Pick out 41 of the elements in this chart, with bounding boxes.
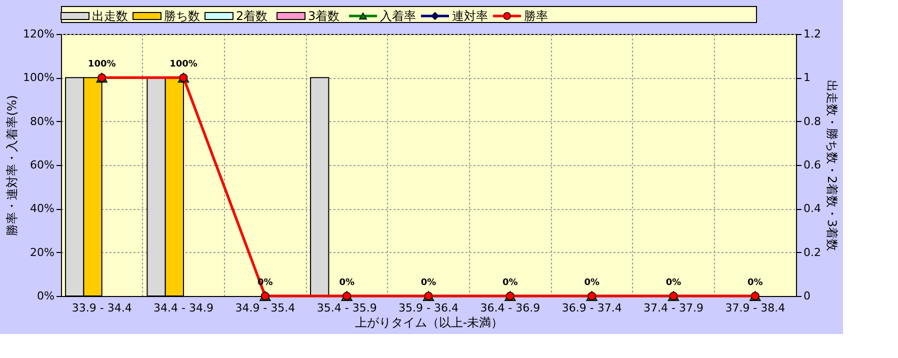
y2-tick-label: 1 xyxy=(804,71,810,84)
x-tick-label: 37.9 - 38.4 xyxy=(725,302,786,314)
x-axis-title: 上がりタイム（以上-未満） xyxy=(354,316,504,330)
x-tick-label: 35.4 - 35.9 xyxy=(316,302,377,314)
data-label: 0% xyxy=(748,278,763,288)
legend-label: 出走数 xyxy=(92,9,128,23)
legend-label: 3着数 xyxy=(308,9,340,23)
y-tick-label: 0% xyxy=(37,290,54,302)
x-tick-label: 33.9 - 34.4 xyxy=(72,302,132,314)
y2-tick-label: 0 xyxy=(804,290,810,302)
legend-label: 連対率 xyxy=(452,9,488,23)
x-tick-label: 36.4 - 36.9 xyxy=(480,302,540,314)
y-tick-label: 40% xyxy=(30,202,54,216)
data-label: 0% xyxy=(339,278,354,288)
y-axis-title: 勝率・連対率・入着率(%) xyxy=(5,95,20,236)
x-tick-label: 37.4 - 37.9 xyxy=(644,302,704,314)
y-tick-label: 120% xyxy=(23,28,54,40)
legend-label: 勝ち数 xyxy=(164,9,200,23)
data-label: 0% xyxy=(666,278,682,288)
y2-axis-title: 出走数・勝ち数・2着数・3着数 xyxy=(824,80,839,252)
legend-label: 勝率 xyxy=(524,9,548,23)
legend-label: 2着数 xyxy=(236,9,268,23)
y-tick-label: 80% xyxy=(30,114,54,128)
y2-tick-label: 0.2 xyxy=(804,246,821,259)
data-label: 0% xyxy=(420,278,436,288)
y-tick-label: 20% xyxy=(30,246,54,259)
legend-label: 入着率 xyxy=(380,9,416,23)
y2-tick-label: 1.2 xyxy=(804,28,821,40)
data-label: 0% xyxy=(584,278,600,288)
y-tick-label: 60% xyxy=(30,158,54,172)
data-label: 100% xyxy=(88,60,116,70)
x-tick-label: 34.9 - 35.4 xyxy=(235,302,296,314)
x-tick-label: 34.4 - 34.9 xyxy=(154,302,214,314)
data-label: 0% xyxy=(502,278,518,288)
y2-tick-label: 0.4 xyxy=(804,202,821,216)
data-label: 100% xyxy=(170,60,198,70)
y-tick-label: 100% xyxy=(23,71,54,84)
y2-tick-label: 0.8 xyxy=(804,114,821,128)
x-tick-label: 36.9 - 37.4 xyxy=(562,302,622,314)
x-tick-label: 35.9 - 36.4 xyxy=(398,302,458,314)
y2-tick-label: 0.6 xyxy=(804,158,821,172)
